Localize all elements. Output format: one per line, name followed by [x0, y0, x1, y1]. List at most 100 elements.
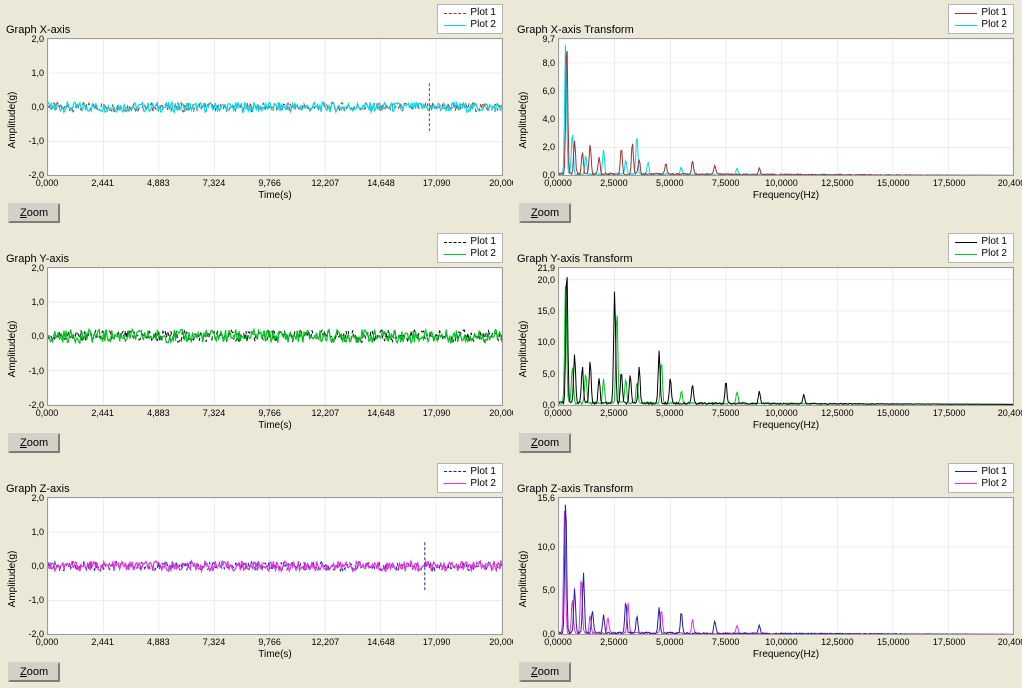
xtick: 17,090 — [423, 637, 451, 647]
legend-plot1-label: Plot 1 — [470, 236, 496, 248]
zoom-button[interactable]: Zoom — [519, 433, 571, 453]
zoom-suffix: oom — [27, 437, 48, 449]
ytick: 1,0 — [31, 297, 44, 307]
legend-plot1-label: Plot 1 — [470, 7, 496, 19]
xtick: 9,766 — [258, 178, 281, 188]
legend-plot1-label: Plot 1 — [470, 466, 496, 478]
plot-area[interactable]: 0,02,04,06,08,09,7 — [558, 38, 1014, 176]
ytick: -1,0 — [28, 595, 44, 605]
xtick: 5,0000 — [656, 178, 684, 188]
zoom-button[interactable]: Zoom — [519, 662, 571, 682]
ytick: 15,6 — [537, 493, 555, 503]
panel-title: Graph Y-axis Transform — [513, 231, 1020, 265]
legend-plot2-label: Plot 2 — [981, 19, 1007, 31]
xtick: 2,441 — [91, 178, 114, 188]
xtick: 15,0000 — [877, 637, 910, 647]
xtick: 17,090 — [423, 408, 451, 418]
xtick: 14,648 — [367, 408, 395, 418]
legend: Plot 1Plot 2 — [948, 463, 1014, 493]
legend-plot2-label: Plot 2 — [981, 478, 1007, 490]
ytick: 10,0 — [537, 337, 555, 347]
xtick: 12,207 — [312, 178, 340, 188]
ytick: 15,0 — [537, 306, 555, 316]
plot-area[interactable]: 0,05,010,015,020,021,9 — [558, 267, 1014, 405]
panel-z_fft: Plot 1Plot 2Graph Z-axis TransformAmplit… — [513, 461, 1020, 686]
legend: Plot 1Plot 2 — [948, 233, 1014, 263]
zoom-button[interactable]: Zoom — [8, 433, 60, 453]
xtick: 4,883 — [147, 637, 170, 647]
xtick: 7,5000 — [712, 408, 740, 418]
zoom-button[interactable]: Zoom — [8, 662, 60, 682]
x-axis-label: Frequency(Hz) — [558, 649, 1014, 660]
xtick: 14,648 — [367, 637, 395, 647]
panel-title: Graph Y-axis — [2, 231, 509, 265]
panel-x_fft: Plot 1Plot 2Graph X-axis TransformAmplit… — [513, 2, 1020, 227]
xtick: 10,0000 — [765, 408, 798, 418]
legend: Plot 1Plot 2 — [437, 233, 503, 263]
xtick: 12,5000 — [821, 178, 854, 188]
legend-plot2-label: Plot 2 — [470, 248, 496, 260]
zoom-button[interactable]: Zoom — [8, 203, 60, 223]
ytick: 10,0 — [537, 542, 555, 552]
ytick: 6,0 — [542, 86, 555, 96]
xtick: 10,0000 — [765, 178, 798, 188]
xtick: 12,5000 — [821, 408, 854, 418]
ytick: 2,0 — [31, 263, 44, 273]
plot-area[interactable]: -2,0-1,00,01,02,0 — [47, 38, 503, 176]
ytick: 5,0 — [542, 369, 555, 379]
panel-x_time: Plot 1Plot 2Graph X-axisAmplitude(g)-2,0… — [2, 2, 509, 227]
legend-plot1-label: Plot 1 — [981, 7, 1007, 19]
panel-title: Graph X-axis Transform — [513, 2, 1020, 36]
ytick: 4,0 — [542, 114, 555, 124]
legend-plot2-label: Plot 2 — [981, 248, 1007, 260]
panel-y_time: Plot 1Plot 2Graph Y-axisAmplitude(g)-2,0… — [2, 231, 509, 456]
xtick: 12,5000 — [821, 637, 854, 647]
ytick: 2,0 — [542, 142, 555, 152]
xtick: 17,090 — [423, 178, 451, 188]
xtick: 0,0000 — [544, 408, 572, 418]
ytick: 0,0 — [31, 561, 44, 571]
xtick: 20,4000 — [998, 408, 1022, 418]
ytick: 9,7 — [542, 34, 555, 44]
xtick: 2,5000 — [600, 408, 628, 418]
ytick: 0,0 — [31, 331, 44, 341]
plot-area[interactable]: -2,0-1,00,01,02,0 — [47, 497, 503, 635]
xtick: 20,4000 — [998, 178, 1022, 188]
ytick: 2,0 — [31, 34, 44, 44]
xtick: 7,324 — [203, 178, 226, 188]
xtick: 0,000 — [36, 637, 59, 647]
xtick: 20,4000 — [998, 637, 1022, 647]
xtick: 4,883 — [147, 178, 170, 188]
xtick: 7,324 — [203, 637, 226, 647]
zoom-suffix: oom — [27, 666, 48, 678]
xtick: 17,5000 — [933, 408, 966, 418]
ytick: 1,0 — [31, 68, 44, 78]
xtick: 0,0000 — [544, 178, 572, 188]
ytick: 20,0 — [537, 275, 555, 285]
legend: Plot 1Plot 2 — [437, 463, 503, 493]
x-axis-label: Time(s) — [47, 649, 503, 660]
panel-title: Graph X-axis — [2, 2, 509, 36]
xtick: 0,000 — [36, 178, 59, 188]
panel-title: Graph Z-axis — [2, 461, 509, 495]
xtick: 7,324 — [203, 408, 226, 418]
zoom-button[interactable]: Zoom — [519, 203, 571, 223]
x-axis-label: Time(s) — [47, 190, 503, 201]
zoom-suffix: oom — [538, 207, 559, 219]
plot-area[interactable]: 0,05,010,015,6 — [558, 497, 1014, 635]
ytick: -1,0 — [28, 136, 44, 146]
zoom-suffix: oom — [538, 437, 559, 449]
xtick: 9,766 — [258, 408, 281, 418]
legend: Plot 1Plot 2 — [948, 4, 1014, 34]
x-axis-label: Time(s) — [47, 420, 503, 431]
xtick: 4,883 — [147, 408, 170, 418]
plot-area[interactable]: -2,0-1,00,01,02,0 — [47, 267, 503, 405]
xtick: 2,441 — [91, 408, 114, 418]
legend: Plot 1Plot 2 — [437, 4, 503, 34]
xtick: 12,207 — [312, 637, 340, 647]
legend-plot2-label: Plot 2 — [470, 19, 496, 31]
ytick: 5,0 — [542, 585, 555, 595]
zoom-suffix: oom — [538, 666, 559, 678]
xtick: 17,5000 — [933, 178, 966, 188]
legend-plot1-label: Plot 1 — [981, 466, 1007, 478]
